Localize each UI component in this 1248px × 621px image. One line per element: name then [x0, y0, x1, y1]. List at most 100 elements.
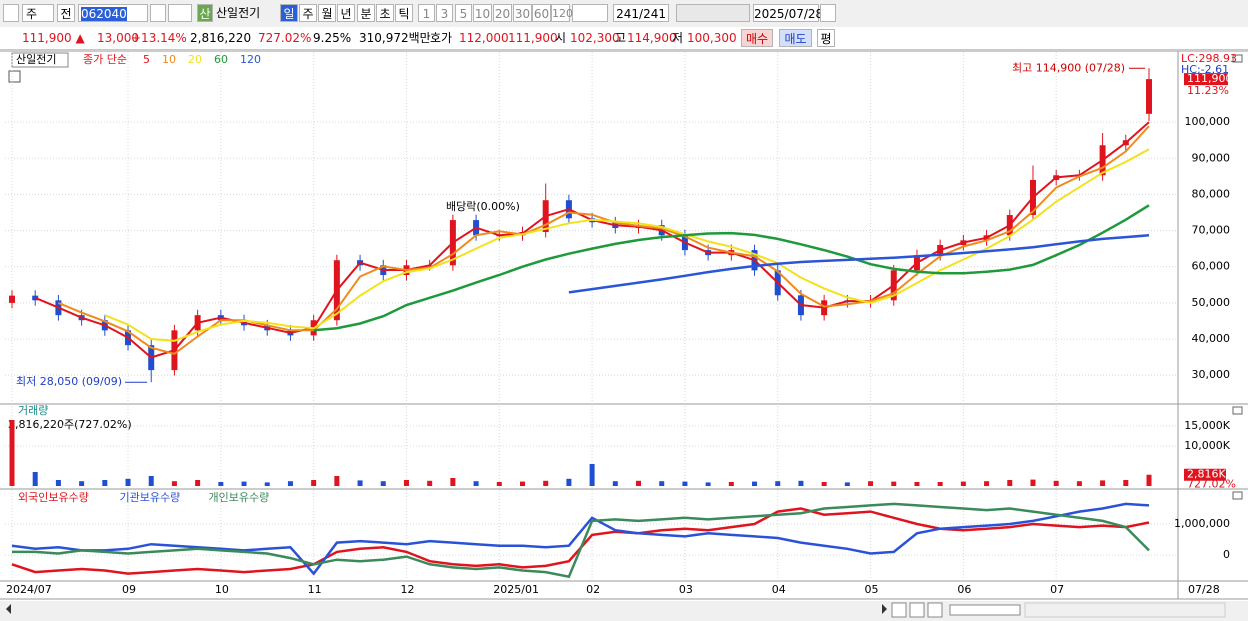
candle-body — [1146, 79, 1152, 114]
volume-bar — [32, 472, 38, 486]
lc-label: LC:298.93 — [1181, 52, 1237, 65]
sell-button[interactable]: 매도 — [779, 29, 812, 47]
volume-bar — [102, 480, 108, 486]
moving-average — [568, 234, 1150, 294]
period-button[interactable]: 주 — [299, 4, 317, 22]
interval-button[interactable]: 120 — [551, 4, 573, 22]
period-button[interactable]: 일 — [280, 4, 298, 22]
toolbar: 주 전 062040 산 산일전기 일 주 월 년 분 초 틱 1 3 5 10… — [0, 0, 1248, 28]
calendar-button[interactable] — [820, 4, 836, 22]
moving-average — [104, 148, 1150, 342]
x-tick-label: 2024/07 — [6, 583, 52, 596]
volume-bar — [1146, 474, 1152, 486]
y-tick-label: 30,000 — [1192, 368, 1231, 381]
volume-bar — [287, 481, 293, 486]
y-tick-label: 80,000 — [1192, 187, 1231, 200]
x-tick-label: 07/28 — [1188, 583, 1220, 596]
interval-button[interactable]: 1 — [418, 4, 435, 22]
volume-bar — [543, 480, 549, 486]
low: 100,300 — [687, 31, 737, 45]
tool-buttons[interactable] — [676, 4, 750, 22]
avg-button[interactable]: 평 — [817, 29, 835, 47]
volume-bar — [473, 481, 479, 486]
interval-button[interactable]: 20 — [493, 4, 512, 22]
period-button[interactable]: 년 — [337, 4, 355, 22]
legend-label: 120 — [240, 53, 261, 66]
scroll-left[interactable] — [6, 604, 11, 614]
volume-bar — [380, 481, 386, 486]
volume-bar — [705, 482, 711, 486]
legend-prefix: 종가 단순 — [83, 53, 127, 66]
chart-title: 산일전기 — [16, 52, 56, 66]
last-volume-box — [1184, 468, 1226, 481]
dividend-annotation: 배당락(0.00%) — [446, 200, 520, 213]
volume-bar — [427, 480, 433, 486]
volume-bar — [55, 480, 61, 486]
ask-label: 호가 — [430, 31, 453, 45]
volume: 2,816,220 — [190, 31, 252, 45]
period-button[interactable]: 틱 — [395, 4, 413, 22]
interval-select[interactable] — [572, 4, 608, 22]
ask: 112,000 — [459, 31, 509, 45]
volume-bar — [821, 482, 827, 486]
open: 102,300 — [570, 31, 620, 45]
holding-line — [12, 502, 1150, 579]
volume-bar — [589, 464, 595, 486]
zoom-slider[interactable] — [949, 604, 1021, 616]
x-tick-label: 07 — [1050, 583, 1064, 596]
open-label: 시 — [555, 31, 567, 45]
x-tick-label: 06 — [957, 583, 971, 596]
volume-bar — [311, 480, 317, 486]
change-pct: +13.14% — [131, 31, 187, 45]
volume-bar — [1123, 480, 1129, 486]
sound-button[interactable] — [168, 4, 192, 22]
interval-button[interactable]: 10 — [473, 4, 492, 22]
volume-bar — [171, 481, 177, 486]
prev-button[interactable]: 전 — [57, 4, 75, 22]
nav-button[interactable] — [909, 602, 925, 618]
volume-bar — [241, 481, 247, 486]
high: 114,900 — [627, 31, 677, 45]
interval-button[interactable]: 3 — [436, 4, 453, 22]
legend-label: 외국인보유수량 — [18, 491, 89, 504]
panel-button[interactable] — [1232, 406, 1243, 415]
volume-bar — [891, 481, 897, 486]
count-box[interactable]: 241/241 — [613, 4, 669, 22]
volume-bar — [450, 478, 456, 486]
date-input[interactable]: 2025/07/28 — [753, 4, 823, 22]
interval-button[interactable]: 5 — [455, 4, 472, 22]
period-button[interactable]: 분 — [357, 4, 375, 22]
legend-box — [11, 52, 69, 68]
volume-bar — [403, 480, 409, 486]
buy-button[interactable]: 매수 — [741, 29, 773, 47]
volume-bar — [195, 480, 201, 486]
panel-button[interactable] — [1232, 54, 1243, 63]
market-select[interactable]: 주 — [22, 4, 54, 22]
interval-button[interactable]: 30 — [513, 4, 532, 22]
nav-button[interactable] — [927, 602, 943, 618]
search-button[interactable] — [150, 4, 166, 22]
period-button[interactable]: 초 — [376, 4, 394, 22]
volume-bar — [960, 481, 966, 486]
volume-bar — [566, 478, 572, 486]
scroll-right[interactable] — [882, 604, 887, 614]
tool-icons[interactable] — [1024, 602, 1226, 618]
period-button[interactable]: 월 — [318, 4, 336, 22]
volume-bar — [728, 482, 734, 486]
interval-button[interactable]: 60 — [532, 4, 551, 22]
volume-bar — [984, 481, 990, 486]
last-price-label: 111,900 — [1187, 72, 1233, 85]
x-tick-label: 2025/01 — [493, 583, 539, 596]
amount: 310,972백만 — [359, 31, 431, 45]
panel-button[interactable] — [1232, 491, 1243, 500]
volume-bar — [125, 478, 131, 486]
code-input[interactable]: 062040 — [78, 4, 148, 22]
nav-button[interactable] — [891, 602, 907, 618]
moving-average — [313, 204, 1150, 332]
menu-icon[interactable] — [3, 4, 19, 22]
volume-bar — [1076, 481, 1082, 486]
last-change-label: 11.23% — [1187, 84, 1229, 97]
y-tick-label: 1,000,000 — [1174, 517, 1230, 530]
table-icon[interactable] — [8, 70, 21, 83]
high-label: 고 — [615, 31, 627, 45]
